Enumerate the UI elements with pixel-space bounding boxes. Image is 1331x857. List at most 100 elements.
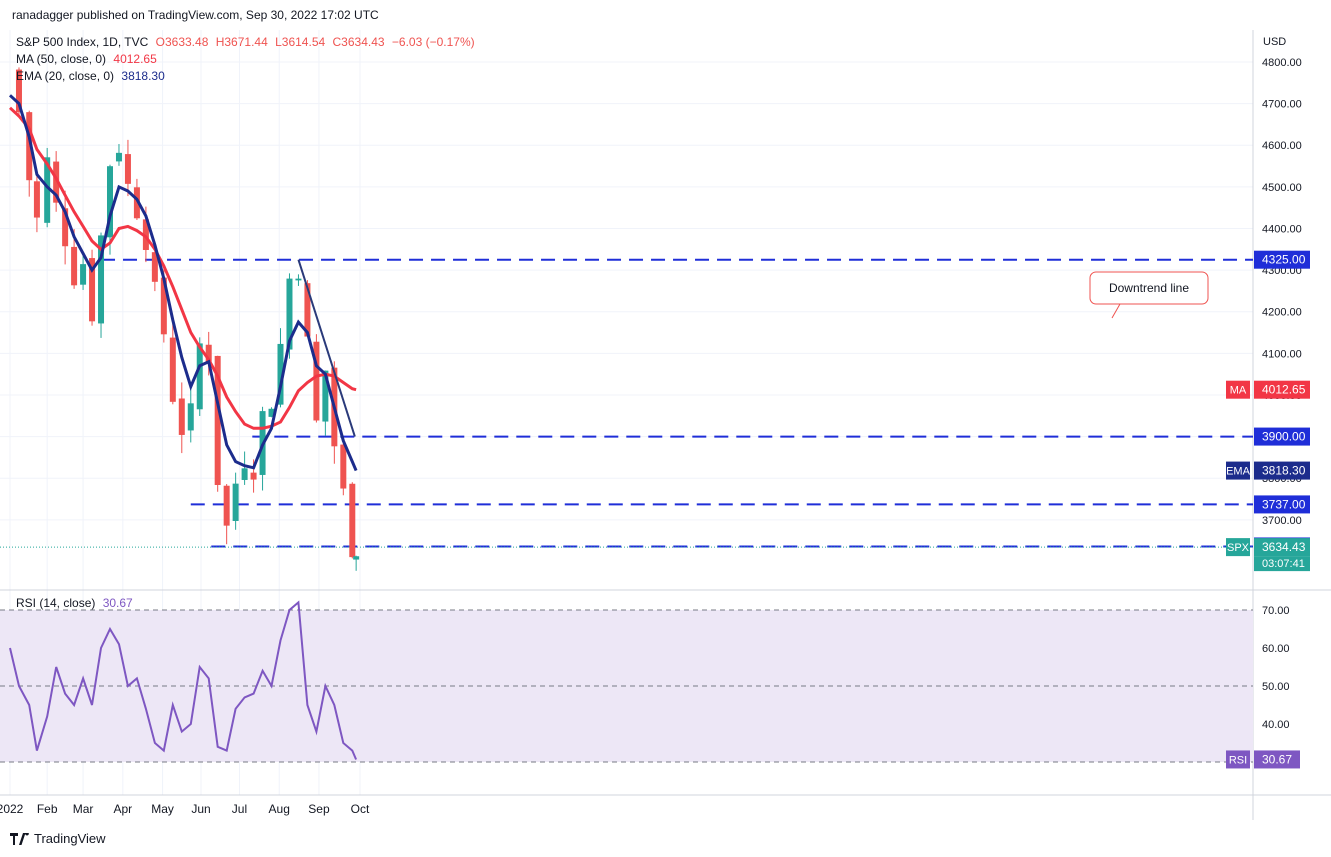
low-value: L3614.54 (275, 35, 326, 49)
ema-tag-key-text: EMA (1226, 466, 1251, 478)
candle-body (33, 181, 40, 218)
rsi-line (9, 600, 358, 760)
downtrend-line (297, 259, 356, 437)
rsi-tag-box (1254, 750, 1300, 769)
countdown-value: 03:07:41 (1262, 558, 1305, 570)
candle-body (169, 337, 176, 402)
price-tick-label: 4500.00 (1262, 182, 1302, 194)
time-tick-label: Apr (113, 802, 132, 816)
spx-tag-value: 3634.43 (1262, 540, 1306, 554)
ema-tag-box (1254, 461, 1310, 480)
time-tick-label: Mar (73, 802, 94, 816)
candle-body (286, 278, 293, 350)
candle-body (26, 112, 33, 181)
rsi-tag-key (1226, 750, 1250, 769)
candle-body (353, 556, 360, 560)
candle-body (313, 341, 320, 421)
ema-label: EMA (20, close, 0) (16, 69, 115, 83)
candle-body (62, 208, 69, 247)
candle-body (223, 485, 230, 526)
rsi-legend[interactable]: RSI (14, close) 30.67 (16, 596, 133, 610)
rsi-tick-label: 70.00 (1262, 605, 1290, 617)
time-tick-label: Jun (191, 802, 210, 816)
rsi-label: RSI (14, close) (16, 596, 96, 610)
price-tick-label: 4400.00 (1262, 223, 1302, 235)
callout-box (1089, 271, 1209, 305)
candle-body (71, 246, 78, 286)
candle-body (304, 283, 311, 337)
time-tick-label: 2022 (0, 802, 24, 816)
spx-tag-box (1254, 538, 1310, 557)
candle-body (340, 444, 347, 489)
time-axis[interactable]: 2022 Feb Mar Apr May Jun Jul Aug Sep Oct (0, 802, 370, 816)
ma-value: 4012.65 (113, 52, 157, 66)
ma-label: MA (50, close, 0) (16, 52, 107, 66)
price-tick-label: 4200.00 (1262, 307, 1302, 319)
tradingview-logo-icon (10, 832, 29, 845)
level-tag-value: 3900.00 (1262, 430, 1306, 444)
price-tick-label: 4800.00 (1262, 57, 1302, 69)
candle-body (151, 252, 158, 282)
candle-body (80, 264, 87, 285)
candle-body (241, 468, 248, 480)
candle-body (142, 219, 149, 250)
ma-tag-value: 4012.65 (1262, 383, 1306, 397)
ema-20-line (8, 94, 358, 472)
ma-50-line (8, 106, 357, 430)
candle-body (133, 187, 140, 219)
rsi-tick-label: 50.00 (1262, 681, 1290, 693)
ema-legend[interactable]: EMA (20, close, 0) 3818.30 (16, 69, 165, 83)
level-tag-value: 3737.00 (1262, 497, 1306, 511)
ma-legend[interactable]: MA (50, close, 0) 4012.65 (16, 52, 157, 66)
candle-body (187, 403, 194, 431)
candle-body (268, 408, 275, 417)
callout-pointer (1111, 303, 1121, 319)
candle-body (214, 355, 221, 485)
candle-body (98, 235, 105, 324)
candle-body (250, 472, 257, 480)
level-tag-box (1254, 250, 1310, 269)
open-value: O3633.48 (155, 35, 209, 49)
time-tick-label: Oct (351, 802, 370, 816)
candle-body (89, 258, 96, 322)
change-value: −6.03 (−0.17%) (391, 35, 475, 49)
time-tick-label: Feb (37, 802, 58, 816)
time-tick-label: Jul (232, 802, 247, 816)
rsi-tick-label: 60.00 (1262, 643, 1290, 655)
candle-body (349, 483, 356, 558)
candle-body (124, 154, 131, 184)
ema-value: 3818.30 (121, 69, 165, 83)
candle-body (205, 344, 212, 362)
candle-body (160, 277, 167, 335)
candles (15, 67, 360, 571)
countdown-box (1254, 556, 1310, 572)
candle-body (322, 370, 329, 422)
time-tick-label: Sep (308, 802, 330, 816)
ma-tag-box (1254, 380, 1310, 399)
annotations: Downtrend line (297, 259, 1209, 437)
candle-body (15, 69, 22, 113)
price-tick-label: 4100.00 (1262, 348, 1302, 360)
ma-tag-key (1226, 380, 1250, 399)
symbol-name: S&P 500 Index, 1D, TVC (16, 35, 149, 49)
rsi-legend-value: 30.67 (102, 596, 133, 610)
level-tag-value: 4325.00 (1262, 253, 1306, 267)
candle-body (44, 157, 51, 223)
ma-tag-key-text: MA (1230, 385, 1247, 397)
rsi-tag-key-text: RSI (1229, 754, 1247, 766)
candle-body (232, 483, 239, 521)
brand-name: TradingView (34, 831, 106, 846)
candle-body (178, 398, 185, 435)
candle-body (115, 152, 122, 162)
tradingview-brand[interactable]: TradingView (10, 831, 106, 846)
high-value: H3671.44 (215, 35, 268, 49)
symbol-legend[interactable]: S&P 500 Index, 1D, TVC O3633.48 H3671.44… (16, 35, 475, 49)
level-tag-box (1254, 427, 1310, 446)
rsi-pane: 40.00 50.00 60.00 70.00 RSI 30.67 (0, 600, 1300, 769)
ema-tag-value: 3818.30 (1262, 464, 1306, 478)
rsi-tag-value: 30.67 (1262, 752, 1292, 766)
price-tick-label: 4700.00 (1262, 99, 1302, 111)
trendline-label: Downtrend line (1109, 281, 1189, 295)
spx-tag-key-text: SPX (1227, 542, 1250, 554)
rsi-tick-label: 40.00 (1262, 719, 1290, 731)
